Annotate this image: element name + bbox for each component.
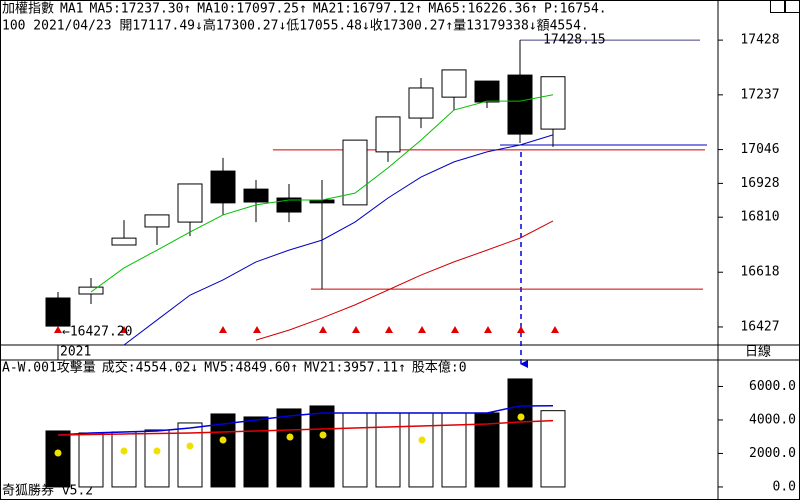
indicator-label: MA21:16797.12↑ xyxy=(313,2,423,17)
volume-bar xyxy=(342,412,368,488)
volume-bar xyxy=(78,432,104,488)
candle-body xyxy=(78,286,104,295)
signal-marker xyxy=(319,326,327,333)
y-tick-label: 0.0 xyxy=(773,479,796,494)
candle-body xyxy=(210,170,236,204)
volume-bar xyxy=(408,412,434,488)
volume-bar xyxy=(375,412,401,488)
volume-dot xyxy=(319,431,327,439)
y-tick-label: 16810 xyxy=(740,210,779,225)
indicator-label: MA5:17237.30↑ xyxy=(90,2,192,17)
y-tick-label: 16618 xyxy=(740,265,779,280)
volume-bar xyxy=(276,408,302,488)
volume-ma-line xyxy=(57,419,554,436)
indicator-label: MV5:4849.60↑ xyxy=(204,361,298,376)
candle-body xyxy=(342,139,368,206)
candle-body xyxy=(408,87,434,119)
indicator-label: 加權指數 xyxy=(2,2,54,17)
candle-body xyxy=(441,69,467,98)
y-tick-label: 16928 xyxy=(740,176,779,191)
y-tick-label: 17046 xyxy=(740,142,779,157)
y-tick-label: 17428 xyxy=(740,33,779,48)
signal-marker xyxy=(385,326,393,333)
low-label: ←16427.20 xyxy=(62,325,132,340)
volume-dot xyxy=(517,413,525,421)
signal-marker xyxy=(451,326,459,333)
y-tick-label: 2000.0 xyxy=(749,446,796,461)
volume-bar xyxy=(111,431,137,488)
quote-line: 100 2021/04/23 開17117.49↓高17300.27↓低1705… xyxy=(2,18,589,34)
signal-marker xyxy=(551,326,559,333)
signal-marker xyxy=(120,326,128,333)
volume-dot xyxy=(418,436,426,444)
volume-dot xyxy=(286,433,294,441)
candle-body xyxy=(540,76,566,130)
candle-body xyxy=(177,183,203,223)
candle-body xyxy=(144,214,170,228)
candle-body xyxy=(111,237,137,246)
candle-body xyxy=(243,188,269,203)
signal-marker xyxy=(54,326,62,333)
signal-marker xyxy=(484,326,492,333)
volume-dot xyxy=(120,447,128,455)
candle-body xyxy=(474,80,500,103)
indicator-label: MA1 xyxy=(60,2,83,17)
candle-body xyxy=(45,297,71,327)
window-button[interactable] xyxy=(785,0,800,13)
signal-marker xyxy=(517,326,525,333)
indicator-label: A-W.001攻擊量 xyxy=(2,360,96,376)
volume-bar xyxy=(507,378,533,488)
volume-dot xyxy=(219,436,227,444)
volume-bar xyxy=(45,430,71,488)
y-tick-label: 6000.0 xyxy=(749,379,796,394)
signal-marker xyxy=(253,326,261,333)
volume-dot xyxy=(153,447,161,455)
ma-line xyxy=(90,94,554,293)
volume-dot xyxy=(186,442,194,450)
volume-bar xyxy=(474,412,500,488)
year-label: 2021 xyxy=(60,345,91,360)
candle-body xyxy=(276,197,302,213)
y-tick-label: 4000.0 xyxy=(749,412,796,427)
volume-bar xyxy=(210,413,236,488)
y-tick-label: 16427 xyxy=(740,319,779,334)
indicator-label: 成交:4554.02↓ xyxy=(102,360,198,376)
period-label: 日線 xyxy=(745,344,771,360)
window-button[interactable] xyxy=(770,0,785,13)
volume-dot xyxy=(54,449,62,457)
signal-marker xyxy=(219,326,227,333)
volume-bar xyxy=(540,410,566,488)
indicator-label: P:16754. xyxy=(544,2,607,17)
signal-marker xyxy=(352,326,360,333)
indicator-label: MA10:17097.25↑ xyxy=(197,2,307,17)
candle-body xyxy=(375,116,401,153)
volume-bar xyxy=(243,416,269,488)
y-tick-label: 17237 xyxy=(740,87,779,102)
ma-line xyxy=(123,134,554,346)
volume-ma-line xyxy=(57,404,554,436)
indicator-label: MA65:16226.36↑ xyxy=(428,2,538,17)
indicator-label: MV21:3957.11↑ xyxy=(304,361,406,376)
volume-bar xyxy=(144,429,170,488)
high-label: 17428.15 xyxy=(543,33,606,48)
indicator-label: 股本億:0 xyxy=(412,360,467,376)
candle-body xyxy=(507,74,533,135)
signal-marker xyxy=(418,326,426,333)
ma-line xyxy=(255,220,554,341)
volume-bar xyxy=(309,405,335,488)
